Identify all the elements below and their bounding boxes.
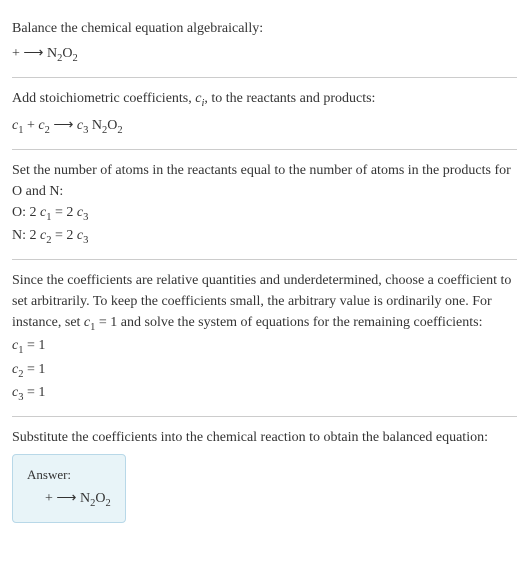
- section-balance-intro: Balance the chemical equation algebraica…: [12, 8, 517, 77]
- section-solve: Since the coefficients are relative quan…: [12, 260, 517, 416]
- solve-text: Since the coefficients are relative quan…: [12, 270, 517, 336]
- equation-initial: + ⟶ N2O2: [12, 43, 517, 67]
- intro-text: Balance the chemical equation algebraica…: [12, 18, 517, 39]
- oxygen-equation: O: 2 c1 = 2 c3: [12, 202, 517, 226]
- coefficient-1: c1 = 1: [12, 335, 517, 359]
- equation-coefficients: c1 + c2 ⟶ c3 N2O2: [12, 115, 517, 139]
- coefficients-text: Add stoichiometric coefficients, ci, to …: [12, 88, 517, 112]
- section-coefficients: Add stoichiometric coefficients, ci, to …: [12, 78, 517, 149]
- section-answer: Substitute the coefficients into the che…: [12, 417, 517, 533]
- answer-label: Answer:: [27, 465, 111, 485]
- atoms-text: Set the number of atoms in the reactants…: [12, 160, 517, 202]
- coefficient-2: c2 = 1: [12, 359, 517, 383]
- answer-equation: + ⟶ N2O2: [27, 488, 111, 512]
- coefficient-3: c3 = 1: [12, 382, 517, 406]
- section-atoms: Set the number of atoms in the reactants…: [12, 150, 517, 259]
- substitute-text: Substitute the coefficients into the che…: [12, 427, 517, 448]
- answer-box: Answer: + ⟶ N2O2: [12, 454, 126, 523]
- nitrogen-equation: N: 2 c2 = 2 c3: [12, 225, 517, 249]
